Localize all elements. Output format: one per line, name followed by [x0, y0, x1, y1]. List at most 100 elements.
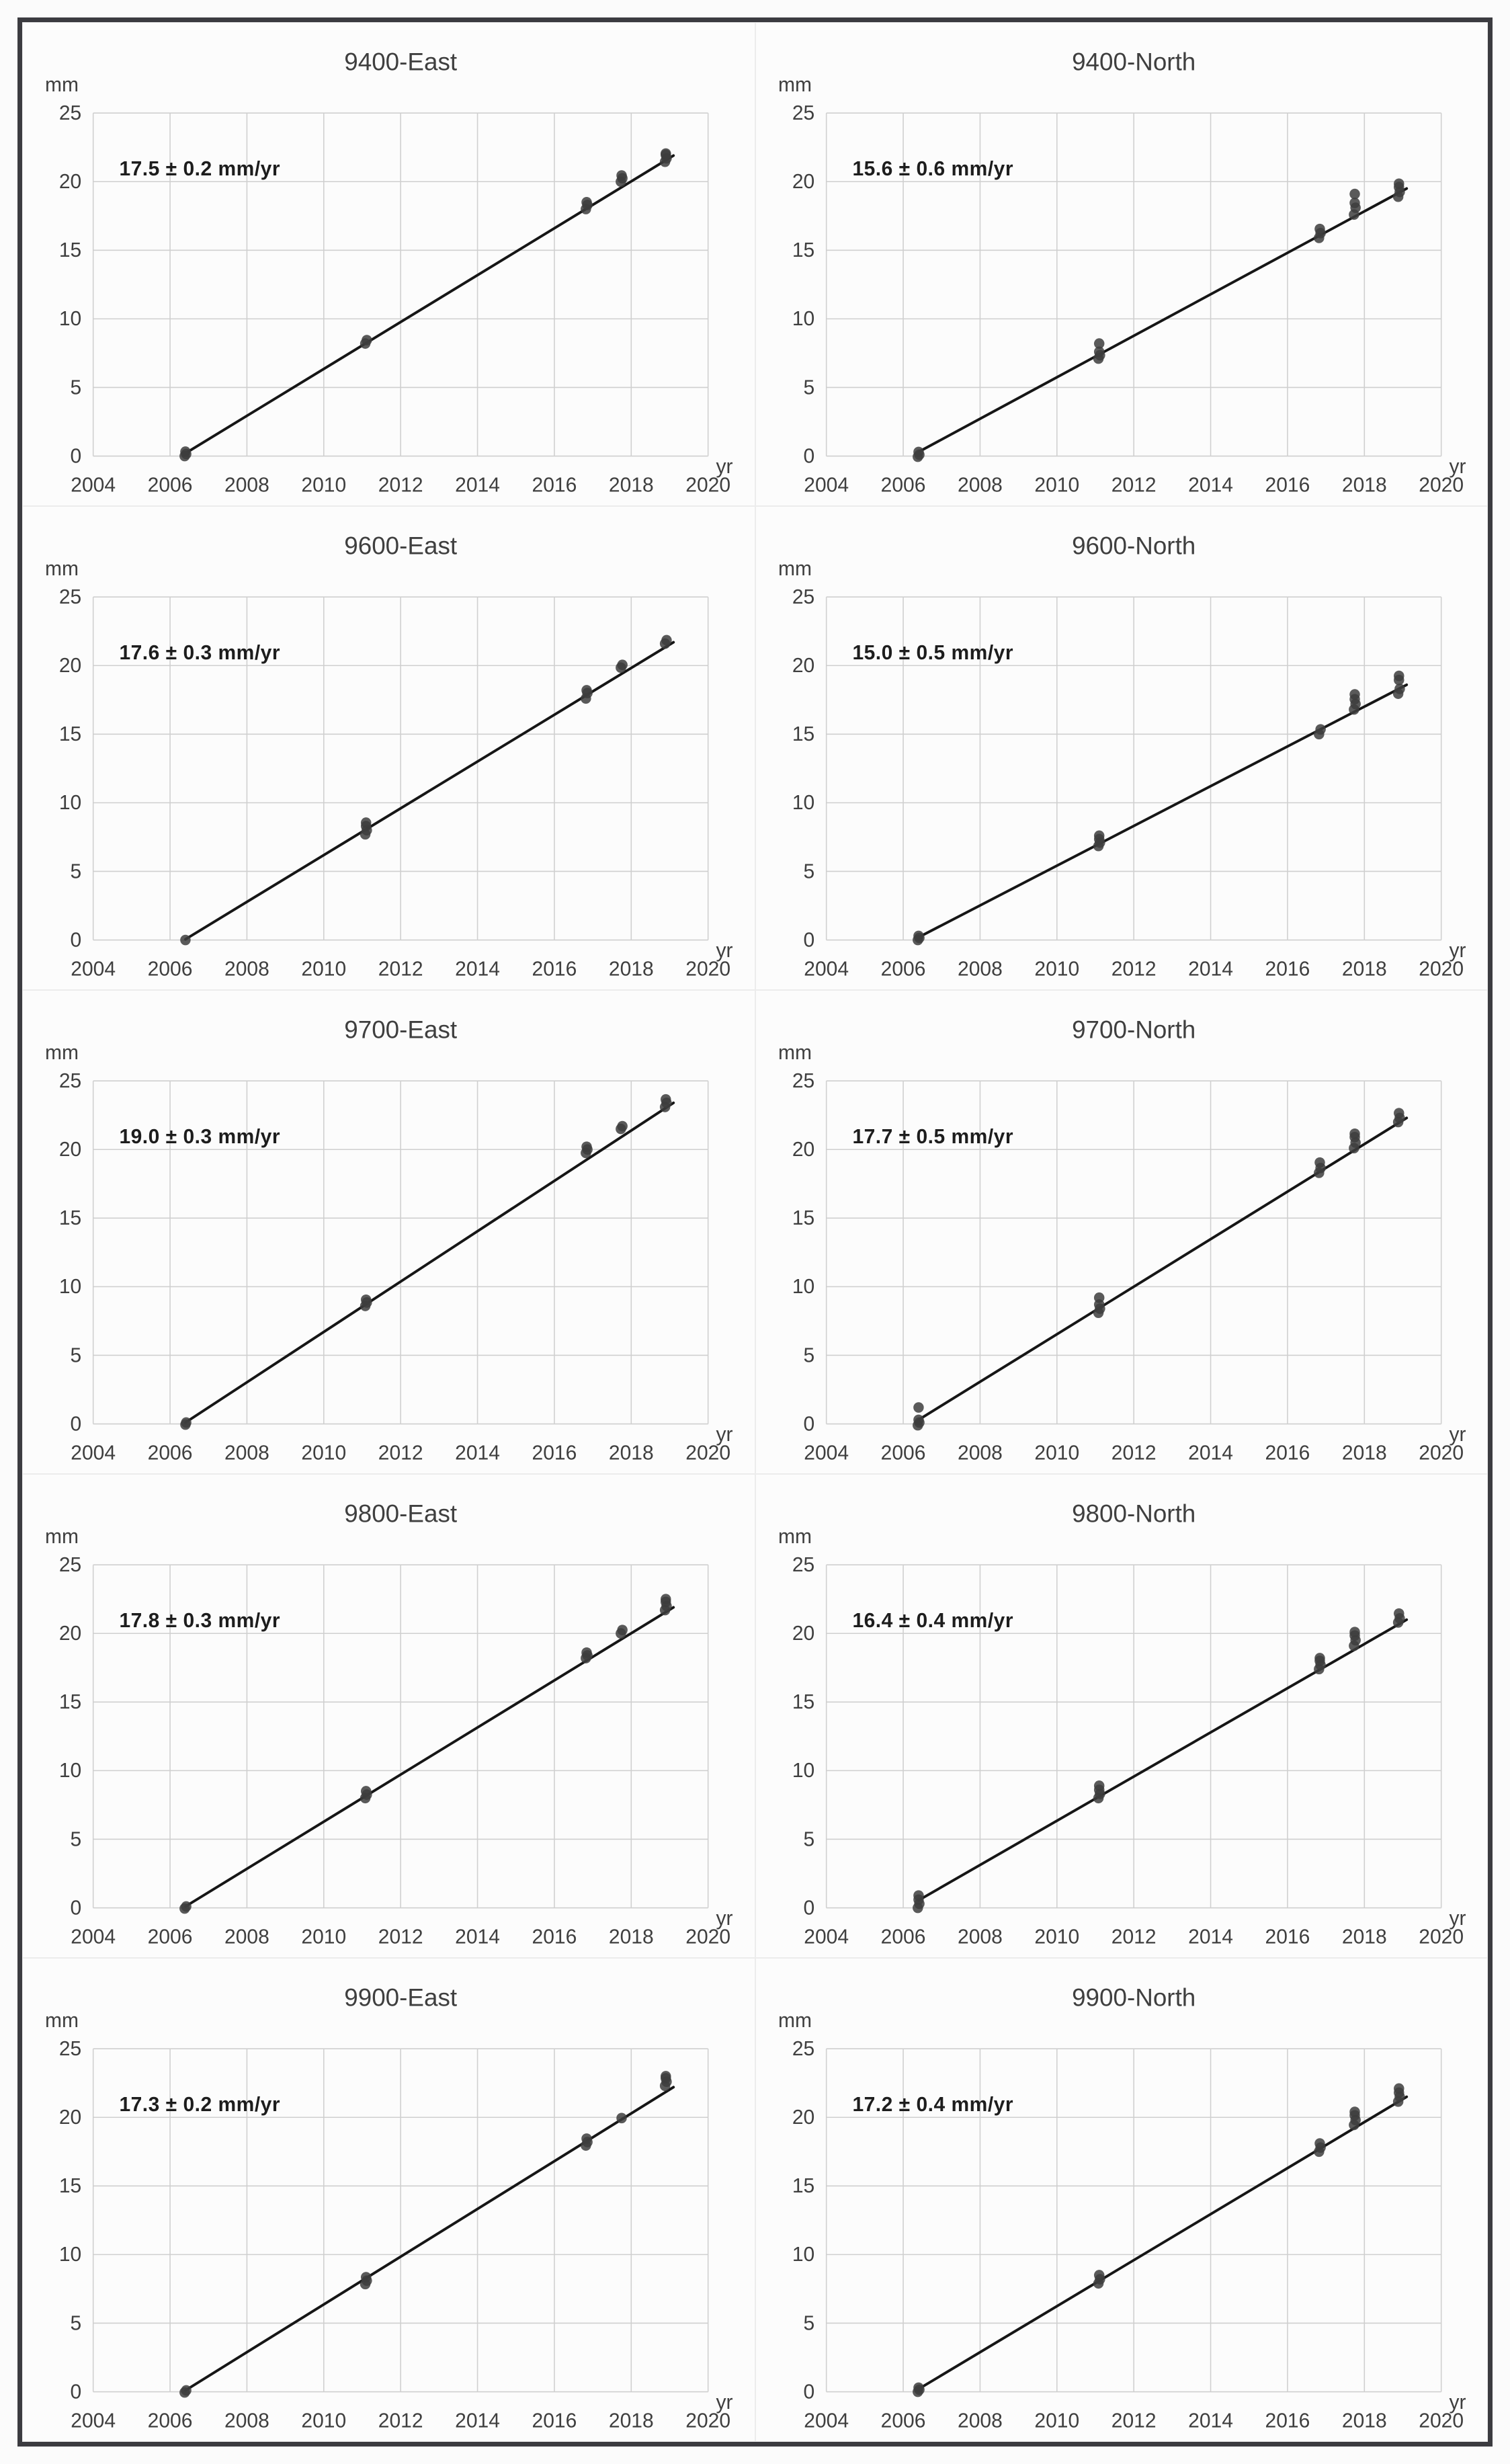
trend-line — [183, 1606, 675, 1908]
x-axis-unit-label: yr — [716, 940, 732, 962]
data-point — [1314, 223, 1325, 235]
rate-annotation: 15.6 ± 0.6 mm/yr — [852, 158, 1013, 180]
x-tick-label: 2008 — [958, 474, 1003, 496]
y-tick-label: 0 — [71, 929, 82, 951]
x-tick-label: 2004 — [804, 1442, 849, 1464]
data-point — [180, 934, 191, 946]
x-tick-label: 2020 — [1419, 2410, 1464, 2432]
gridlines — [92, 596, 709, 941]
x-tick-label: 2010 — [1034, 1926, 1079, 1948]
gridlines — [825, 112, 1441, 457]
x-tick-label: 2012 — [1111, 474, 1156, 496]
y-tick-label: 25 — [792, 1070, 814, 1092]
data-point — [913, 1402, 924, 1413]
data-point — [913, 2382, 924, 2393]
trend-line — [917, 683, 1408, 939]
y-tick-label: 15 — [792, 1207, 814, 1229]
y-tick-label: 15 — [59, 723, 81, 745]
x-tick-label: 2016 — [1265, 474, 1310, 496]
gridlines — [92, 1564, 709, 1909]
y-tick-label: 5 — [803, 376, 814, 399]
data-point — [1349, 689, 1360, 700]
x-tick-label: 2004 — [804, 1926, 849, 1948]
y-tick-label: 15 — [59, 2175, 81, 2197]
data-point — [1314, 1653, 1325, 1664]
y-tick-label: 5 — [71, 2312, 82, 2334]
y-tick-label: 20 — [59, 171, 81, 193]
x-tick-label: 2014 — [455, 1926, 500, 1948]
data-point — [1349, 198, 1360, 208]
y-tick-label: 0 — [803, 1897, 814, 1919]
y-tick-label: 15 — [792, 1691, 814, 1713]
data-point — [1314, 1157, 1325, 1168]
x-tick-label: 2020 — [685, 474, 730, 496]
data-point — [1393, 1108, 1404, 1119]
x-tick-label: 2010 — [1034, 1442, 1079, 1464]
y-tick-label: 0 — [803, 1413, 814, 1435]
x-tick-label: 2014 — [1188, 474, 1233, 496]
x-axis-unit-label: yr — [716, 1424, 732, 1446]
x-tick-label: 2012 — [1111, 958, 1156, 980]
y-axis-unit-label: mm — [45, 1042, 79, 1064]
x-tick-label: 2018 — [1341, 1442, 1386, 1464]
chart-title: 9900-North — [1072, 1983, 1196, 2011]
gridlines — [92, 112, 709, 457]
trend-line — [917, 2095, 1408, 2391]
x-tick-label: 2004 — [71, 958, 116, 980]
data-point — [913, 1414, 924, 1426]
data-point — [1093, 2270, 1104, 2281]
data-points — [912, 1108, 1405, 1431]
x-tick-label: 2006 — [148, 1926, 193, 1948]
y-tick-label: 20 — [792, 1139, 814, 1161]
y-tick-label: 10 — [792, 2244, 814, 2266]
x-tick-label: 2014 — [455, 1442, 500, 1464]
trend-line — [917, 1116, 1408, 1422]
data-point — [1393, 670, 1404, 682]
data-point — [581, 2133, 592, 2144]
x-tick-label: 2016 — [1265, 1926, 1310, 1948]
x-tick-label: 2006 — [880, 1442, 925, 1464]
gridlines — [92, 2048, 709, 2393]
x-tick-label: 2012 — [378, 2410, 423, 2432]
x-tick-label: 2020 — [1419, 474, 1464, 496]
data-points — [180, 634, 672, 946]
trend-line — [183, 1101, 675, 1424]
y-axis-unit-label: mm — [45, 2010, 79, 2032]
y-tick-label: 10 — [59, 308, 81, 330]
y-axis-unit-label: mm — [778, 1526, 811, 1548]
x-tick-label: 2018 — [609, 1442, 654, 1464]
data-points — [180, 1094, 672, 1430]
trend-line — [183, 2086, 675, 2392]
data-point — [581, 1647, 592, 1658]
x-tick-label: 2006 — [880, 2410, 925, 2432]
data-point — [661, 1094, 671, 1105]
x-tick-label: 2004 — [71, 1442, 116, 1464]
y-tick-label: 20 — [59, 1139, 81, 1161]
x-tick-label: 2018 — [609, 958, 654, 980]
y-tick-label: 20 — [792, 171, 814, 193]
data-point — [1393, 2083, 1404, 2094]
data-point — [913, 446, 924, 458]
data-point — [581, 197, 592, 208]
x-tick-label: 2006 — [148, 1442, 193, 1464]
y-tick-label: 25 — [792, 2038, 814, 2060]
data-points — [912, 1608, 1405, 1914]
x-tick-label: 2018 — [1341, 958, 1386, 980]
y-tick-label: 10 — [792, 1760, 814, 1782]
x-tick-label: 2018 — [609, 1926, 654, 1948]
y-tick-label: 0 — [71, 445, 82, 467]
trend-line — [917, 1618, 1408, 1902]
chart-9700-north: 9700-North mm yr 17.7 ± 0.5 mm/yr 2004 2006 20… — [755, 990, 1488, 1474]
gridlines — [825, 1080, 1441, 1425]
y-tick-label: 25 — [59, 1070, 81, 1092]
data-point — [1314, 724, 1326, 735]
x-tick-label: 2012 — [378, 1442, 423, 1464]
data-point — [360, 817, 372, 828]
data-point — [1314, 2138, 1325, 2149]
y-tick-label: 25 — [59, 102, 81, 124]
x-tick-label: 2010 — [301, 1926, 346, 1948]
y-tick-label: 0 — [71, 1413, 82, 1435]
chart-title: 9700-East — [344, 1015, 458, 1043]
